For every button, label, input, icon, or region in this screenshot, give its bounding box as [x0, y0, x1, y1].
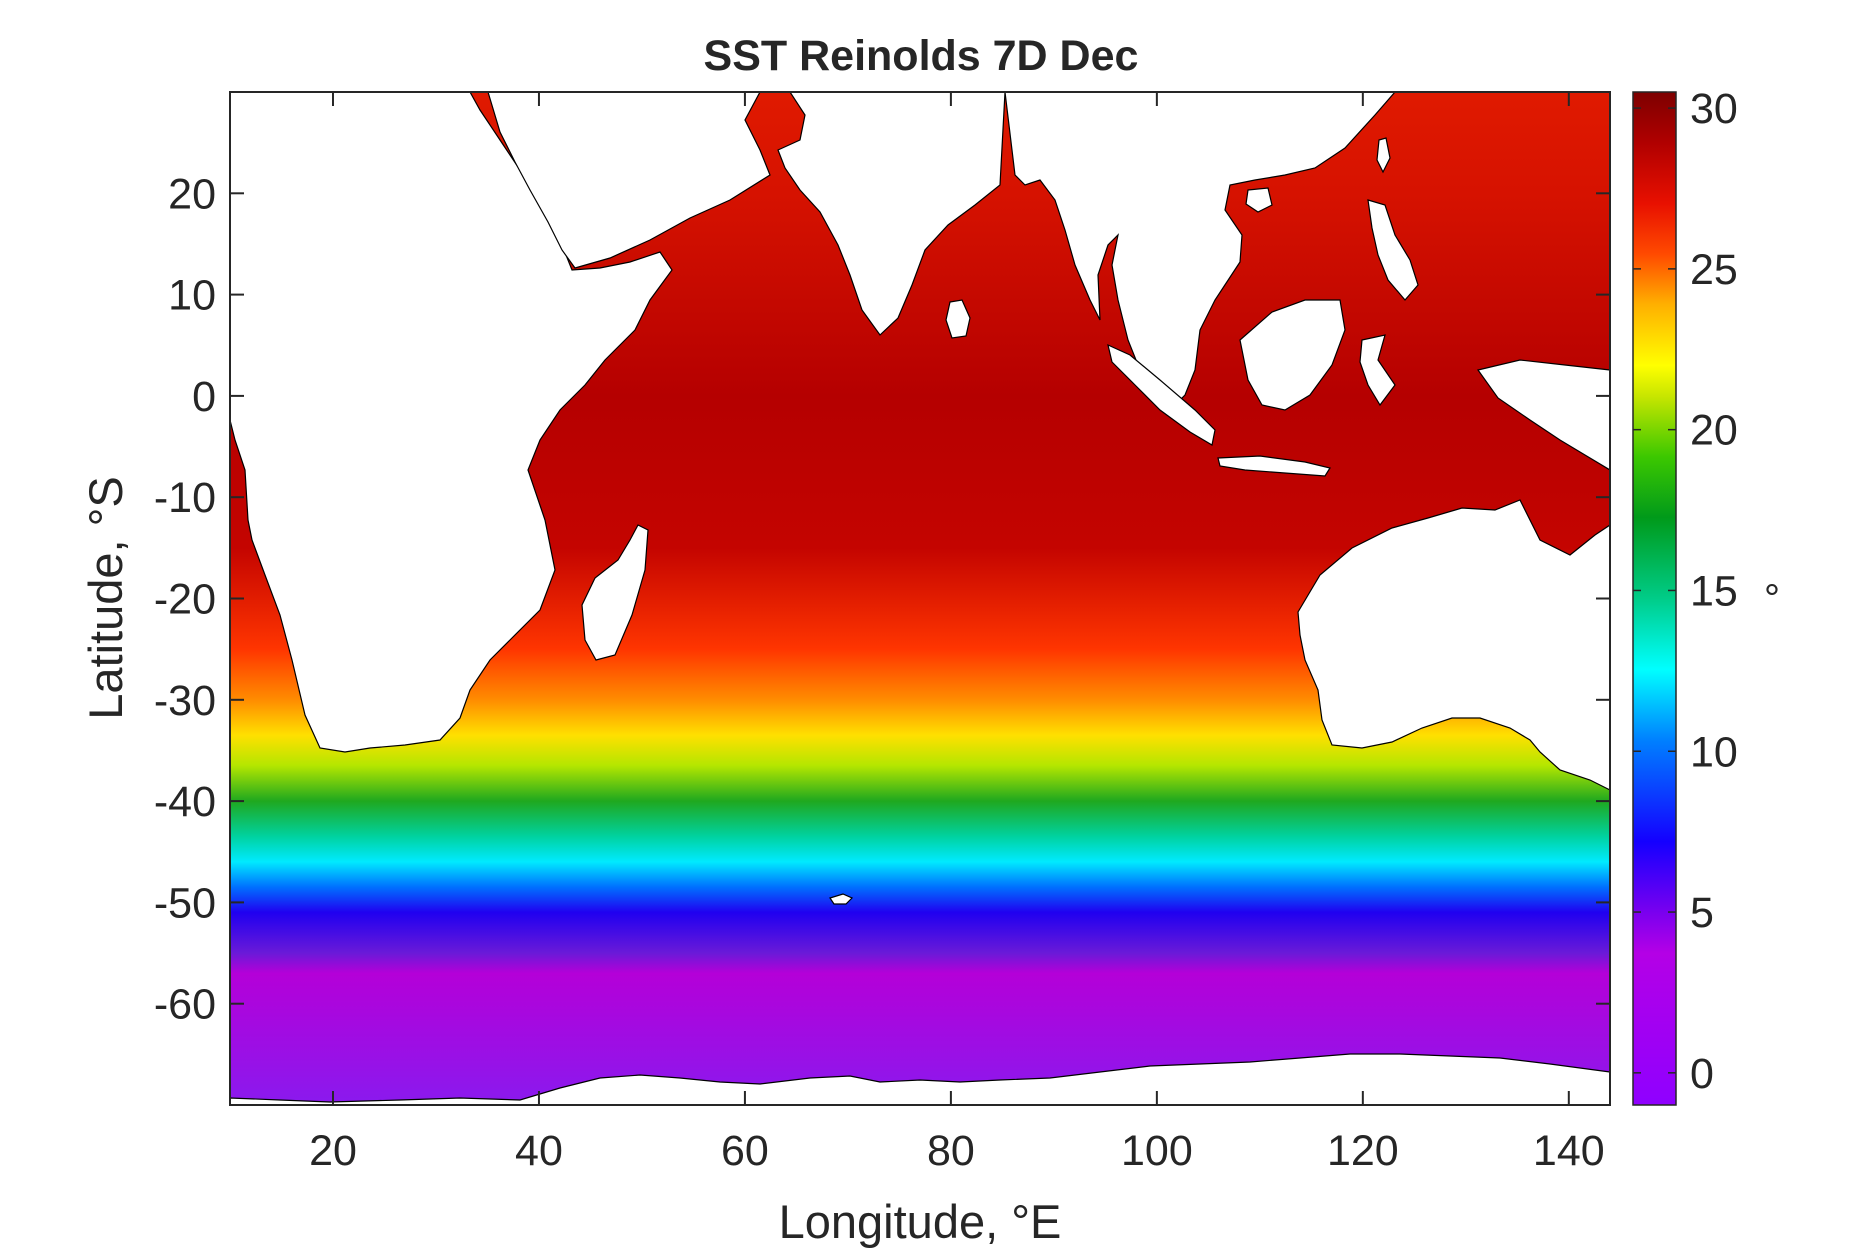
y-tick-label: -50 [154, 879, 216, 927]
x-axis-label: Longitude, °E [779, 1195, 1062, 1248]
colorbar-tick-label: 10 [1690, 728, 1738, 776]
x-tick-label: 20 [309, 1127, 357, 1175]
y-tick-label: 0 [192, 373, 216, 421]
y-axis: 20 10 0 -10 -20 -30 -40 -50 -60 [154, 170, 1610, 1029]
colorbar-tick-label: 30 [1690, 85, 1738, 133]
kerguelen-island [829, 893, 854, 905]
arabia-landmass [487, 92, 771, 269]
colorbar-ticks: 30 25 20 15 10 5 0 [1633, 85, 1738, 1098]
africa-landmass [230, 92, 673, 753]
new-guinea-landmass [1476, 359, 1610, 471]
colorbar [1632, 91, 1677, 1106]
philippines-islands [1367, 199, 1419, 301]
x-axis: 20 40 60 80 100 120 140 [309, 92, 1605, 1175]
x-tick-label: 80 [927, 1127, 975, 1175]
y-tick-label: -20 [154, 576, 216, 624]
borneo-island [1239, 299, 1346, 411]
y-tick-label: -40 [154, 778, 216, 826]
java-island [1217, 455, 1331, 477]
x-tick-label: 40 [515, 1127, 563, 1175]
x-tick-label: 140 [1533, 1127, 1605, 1175]
x-tick-label: 120 [1327, 1127, 1399, 1175]
sumatra-island [1107, 343, 1216, 446]
y-tick-label: -30 [154, 677, 216, 725]
colorbar-tick-label: 15 [1690, 567, 1738, 615]
y-tick-label: 20 [168, 170, 216, 218]
sri-lanka-island [945, 299, 971, 339]
y-axis-label: Latitude, °S [79, 476, 132, 720]
y-tick-label: -10 [154, 474, 216, 522]
colorbar-tick-label: 0 [1690, 1050, 1714, 1098]
sulawesi-island [1359, 334, 1396, 407]
colorbar-label: ° [1764, 577, 1780, 621]
taiwan-island [1376, 137, 1391, 174]
madagascar-island [581, 524, 649, 661]
colorbar-tick-label: 25 [1690, 246, 1738, 294]
hainan-island [1245, 187, 1273, 213]
chart-title: SST Reinolds 7D Dec [704, 32, 1139, 80]
x-tick-label: 100 [1121, 1127, 1193, 1175]
australia-landmass [1297, 499, 1610, 791]
map-plot-area [230, 92, 1610, 1105]
x-tick-label: 60 [721, 1127, 769, 1175]
india-landmass [777, 92, 1006, 336]
y-tick-label: -60 [154, 981, 216, 1029]
colorbar-tick-label: 5 [1690, 889, 1714, 937]
colorbar-tick-label: 20 [1690, 407, 1738, 455]
antarctica-landmass [230, 1053, 1610, 1105]
y-tick-label: 10 [168, 272, 216, 320]
